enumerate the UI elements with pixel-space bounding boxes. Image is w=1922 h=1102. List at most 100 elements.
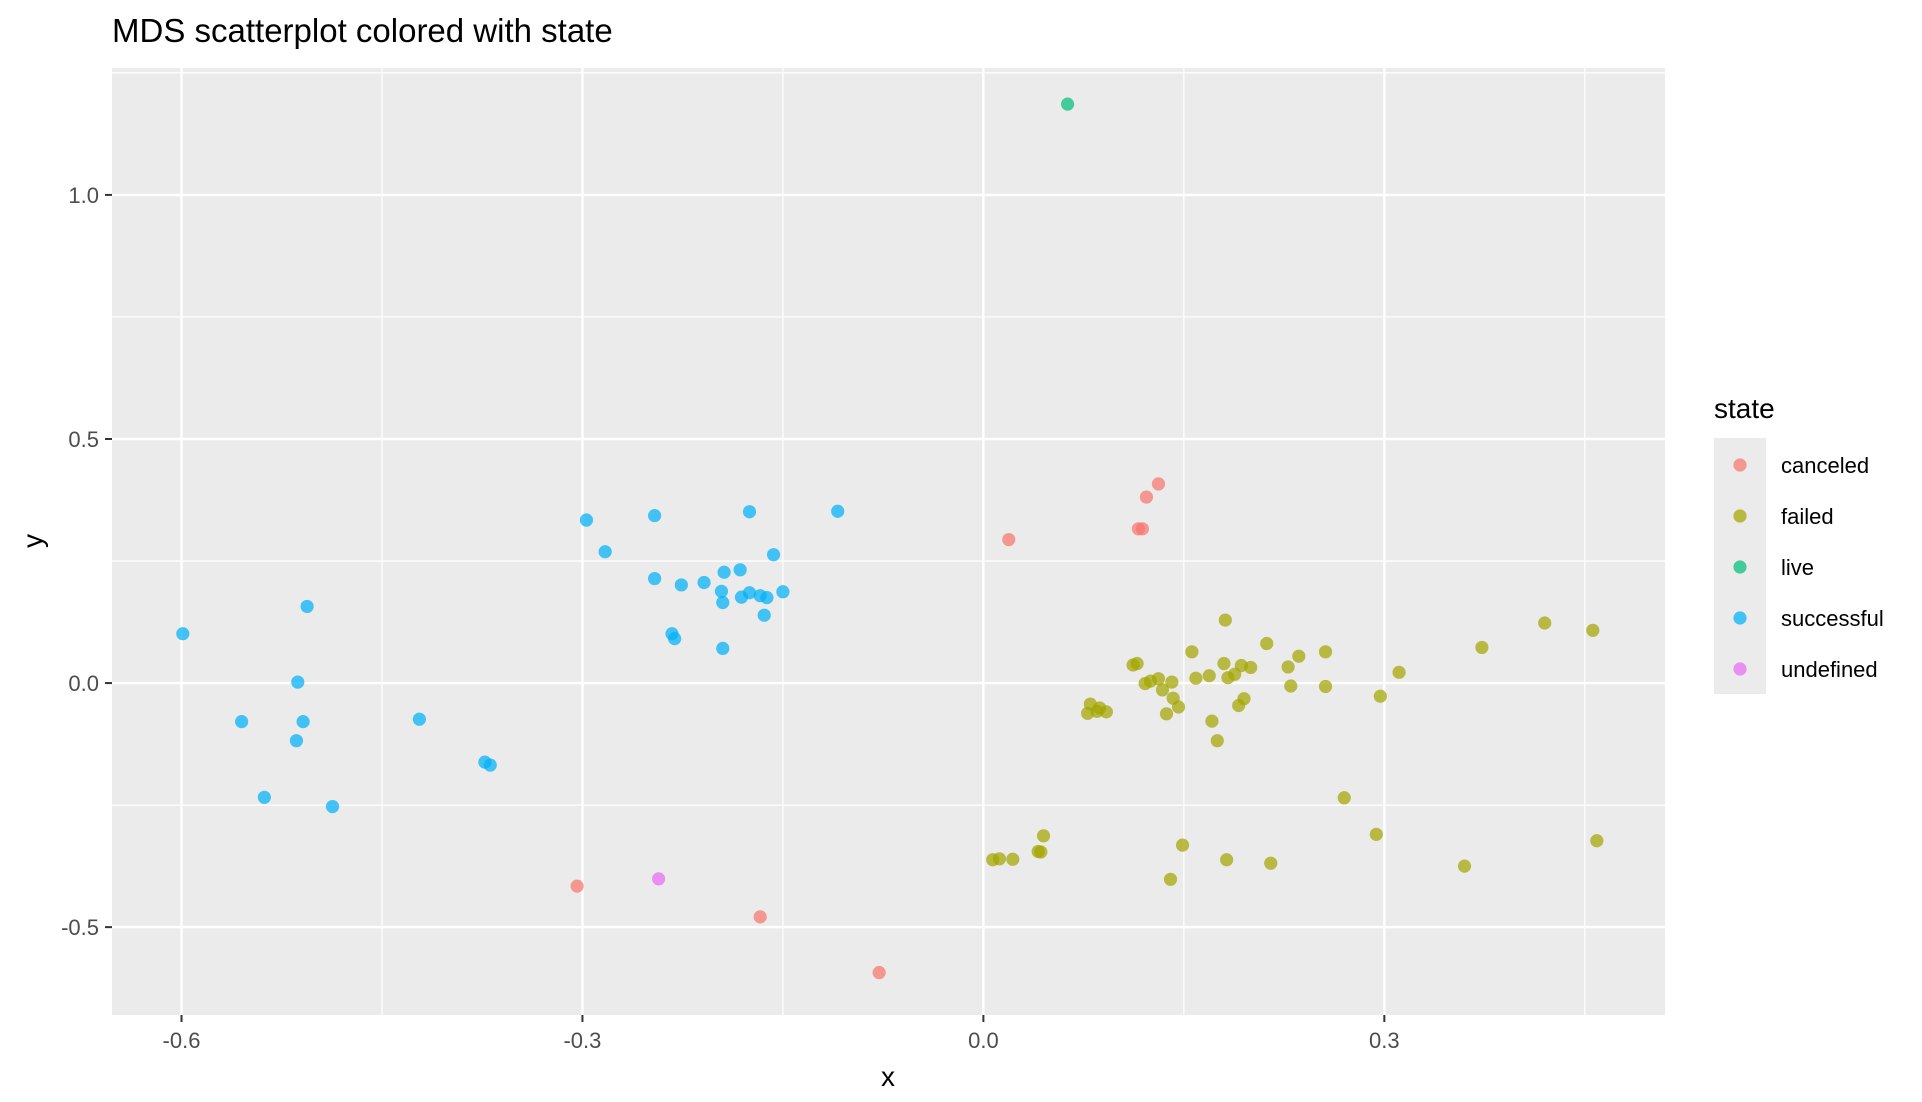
point-failed bbox=[1218, 613, 1232, 627]
legend-key-live bbox=[1733, 560, 1747, 574]
x-tick-label: 0.0 bbox=[968, 1028, 999, 1053]
point-successful bbox=[412, 712, 426, 726]
point-successful bbox=[483, 758, 497, 772]
point-failed bbox=[1159, 707, 1174, 721]
point-failed bbox=[1457, 859, 1472, 873]
legend-label-canceled: canceled bbox=[1781, 453, 1869, 478]
point-successful bbox=[325, 799, 340, 814]
point-canceled bbox=[1139, 490, 1154, 504]
point-successful bbox=[714, 584, 729, 598]
y-tick-label: -0.5 bbox=[61, 915, 99, 940]
legend-label-undefined: undefined bbox=[1781, 657, 1878, 682]
point-failed bbox=[1586, 623, 1600, 637]
point-successful bbox=[668, 632, 682, 646]
legend: state canceled failed live successful undefi… bbox=[1714, 393, 1884, 694]
y-tick-label: 0.5 bbox=[68, 427, 99, 452]
point-failed bbox=[1337, 791, 1351, 805]
point-failed bbox=[1163, 872, 1178, 886]
y-axis-ticks: -0.5 0.0 0.5 1.0 bbox=[61, 183, 112, 940]
point-failed bbox=[1284, 679, 1298, 693]
y-axis-title: y bbox=[17, 534, 48, 548]
point-successful bbox=[760, 591, 774, 605]
point-failed bbox=[1392, 665, 1406, 679]
legend-label-live: live bbox=[1781, 555, 1814, 580]
point-successful bbox=[742, 586, 757, 600]
point-failed bbox=[1369, 827, 1383, 841]
point-failed bbox=[1373, 689, 1387, 703]
point-failed bbox=[1171, 700, 1186, 714]
point-successful bbox=[579, 513, 594, 527]
point-canceled bbox=[753, 910, 767, 924]
point-failed bbox=[1189, 671, 1203, 685]
point-failed bbox=[1099, 705, 1113, 719]
point-failed bbox=[1036, 829, 1051, 843]
x-tick-label: -0.6 bbox=[163, 1028, 201, 1053]
point-successful bbox=[733, 563, 747, 577]
point-canceled bbox=[1002, 532, 1016, 547]
point-successful bbox=[176, 627, 190, 641]
x-tick-label: -0.3 bbox=[563, 1028, 601, 1053]
point-successful bbox=[757, 608, 771, 622]
legend-key-successful bbox=[1733, 611, 1747, 625]
point-successful bbox=[257, 790, 271, 804]
point-live bbox=[1060, 97, 1075, 111]
point-successful bbox=[235, 715, 249, 729]
point-failed bbox=[1281, 660, 1295, 674]
point-failed bbox=[1475, 640, 1489, 655]
point-canceled bbox=[872, 965, 886, 980]
x-axis-ticks: -0.6 -0.3 0.0 0.3 bbox=[163, 1015, 1400, 1053]
x-axis-title: x bbox=[881, 1061, 895, 1092]
data-points bbox=[176, 97, 1604, 980]
point-failed bbox=[1538, 616, 1552, 630]
legend-key-undefined bbox=[1733, 662, 1747, 676]
point-successful bbox=[716, 595, 730, 610]
point-successful bbox=[300, 599, 314, 614]
point-successful bbox=[776, 585, 790, 599]
legend-label-successful: successful bbox=[1781, 606, 1884, 631]
point-failed bbox=[1175, 838, 1190, 852]
chart-title: MDS scatterplot colored with state bbox=[112, 12, 613, 49]
point-failed bbox=[1165, 675, 1179, 689]
grid-major bbox=[112, 68, 1665, 1015]
point-successful bbox=[296, 715, 310, 729]
point-failed bbox=[1244, 660, 1258, 675]
x-tick-label: 0.3 bbox=[1369, 1028, 1400, 1053]
point-failed bbox=[1006, 852, 1020, 866]
point-successful bbox=[648, 509, 662, 523]
point-failed bbox=[1217, 656, 1231, 671]
point-failed bbox=[1210, 734, 1224, 748]
legend-title: state bbox=[1714, 393, 1775, 424]
point-failed bbox=[1205, 714, 1219, 728]
point-failed bbox=[1034, 845, 1048, 859]
point-undefined bbox=[652, 872, 666, 886]
legend-label-failed: failed bbox=[1781, 504, 1834, 529]
point-canceled bbox=[1151, 477, 1166, 491]
point-failed bbox=[1260, 636, 1274, 651]
point-successful bbox=[766, 548, 781, 562]
point-failed bbox=[1155, 683, 1170, 697]
point-failed bbox=[1292, 649, 1306, 663]
point-failed bbox=[1130, 656, 1144, 671]
point-successful bbox=[697, 575, 711, 590]
point-failed bbox=[1151, 672, 1166, 686]
point-failed bbox=[1318, 679, 1333, 694]
point-failed bbox=[1220, 853, 1234, 867]
point-successful bbox=[716, 641, 730, 656]
point-failed bbox=[1202, 669, 1216, 683]
point-successful bbox=[674, 578, 688, 592]
point-canceled bbox=[570, 879, 584, 893]
point-failed bbox=[1185, 645, 1199, 659]
point-successful bbox=[831, 504, 845, 518]
point-failed bbox=[1237, 692, 1251, 706]
y-tick-label: 0.0 bbox=[68, 671, 99, 696]
point-successful bbox=[742, 505, 757, 519]
y-tick-label: 1.0 bbox=[68, 183, 99, 208]
point-failed bbox=[1264, 856, 1278, 870]
point-failed bbox=[1318, 645, 1333, 659]
plot-panel bbox=[112, 68, 1665, 1015]
point-canceled bbox=[1135, 522, 1150, 536]
point-successful bbox=[291, 675, 305, 689]
point-successful bbox=[289, 734, 304, 748]
point-successful bbox=[598, 545, 612, 559]
